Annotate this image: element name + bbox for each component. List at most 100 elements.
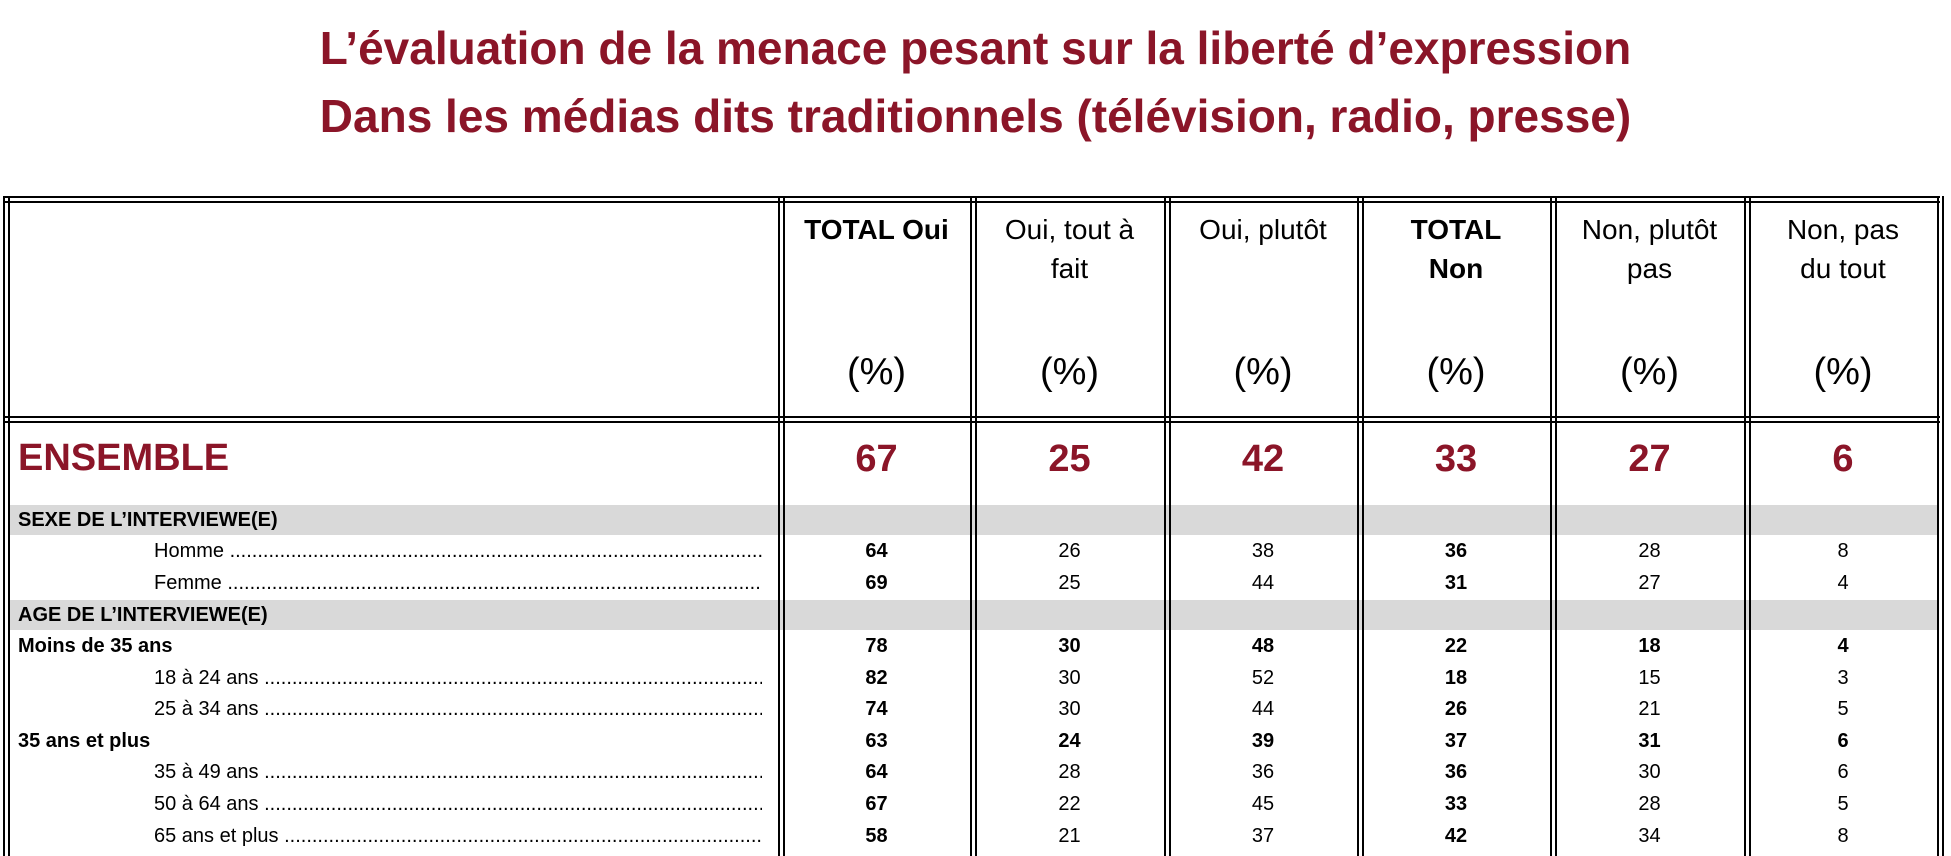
table-cell: 27 (1638, 571, 1661, 594)
page-title: L’évaluation de la menace pesant sur la … (319, 22, 1632, 74)
ensemble-value: 6 (1832, 438, 1854, 480)
table-cell: 36 (1444, 540, 1468, 562)
table-cell: 5 (1837, 793, 1849, 815)
row-label: Moins de 35 ans (18, 635, 173, 657)
row-label: 35 ans et plus (18, 729, 151, 752)
table-cell: 67 (865, 793, 888, 815)
table-cell: 4 (1837, 571, 1849, 594)
table-cell: 82 (865, 666, 888, 689)
table-cell: 8 (1837, 824, 1849, 847)
table-cell: 38 (1251, 540, 1275, 562)
table-cell: 36 (1251, 761, 1275, 784)
table-cell: 74 (865, 698, 888, 721)
column-unit: (%) (1619, 351, 1680, 393)
section-header: SEXE DE L’INTERVIEWE(E) (18, 509, 278, 531)
table-cell: 25 (1058, 571, 1081, 594)
table-cell: 31 (1638, 729, 1661, 752)
table-row: 65 ans et plus 58 21 37 42 34 8 (0, 821, 1951, 852)
table-cell: 22 (1058, 793, 1081, 815)
ensemble-value: 33 (1434, 438, 1478, 480)
table-column-rule (1744, 196, 1751, 856)
table-cell: 28 (1058, 761, 1081, 784)
table-cell: 28 (1638, 540, 1661, 562)
column-header: TOTAL Oui (804, 214, 949, 245)
section-band (9, 600, 1939, 630)
table-cell: 6 (1837, 729, 1849, 752)
table-cell: 64 (865, 540, 888, 562)
table-cell: 58 (865, 824, 888, 847)
table-cell: 26 (1058, 540, 1081, 562)
table-row: 35 ans et plus 63 24 39 37 31 6 (0, 726, 1951, 757)
table-column-rule (1937, 196, 1944, 856)
table-cell: 45 (1251, 793, 1275, 815)
table-cell: 48 (1251, 635, 1275, 657)
table-row: 50 à 64 ans 67 22 45 33 28 5 (0, 789, 1951, 820)
table-cell: 63 (865, 729, 888, 752)
column-unit: (%) (846, 351, 907, 393)
table-cell: 30 (1638, 761, 1661, 784)
table-cell: 34 (1638, 824, 1661, 847)
table-cell: 18 (1444, 666, 1468, 689)
ensemble-label: ENSEMBLE (18, 437, 230, 479)
column-unit: (%) (1813, 351, 1873, 393)
ensemble-value: 27 (1628, 438, 1671, 480)
column-unit: (%) (1039, 351, 1100, 393)
table-column-rule (1550, 196, 1557, 856)
table-cell: 22 (1444, 635, 1468, 657)
table-cell: 5 (1837, 698, 1849, 721)
table-cell: 69 (865, 571, 888, 594)
section-header: AGE DE L’INTERVIEWE(E) (18, 604, 268, 626)
table-row: Homme 64 26 38 36 28 8 (0, 536, 1951, 567)
column-header: Oui, tout à fait (1004, 214, 1135, 284)
table-cell: 8 (1837, 540, 1849, 562)
row-label: Femme (154, 568, 762, 599)
table-cell: 39 (1251, 729, 1275, 752)
column-unit: (%) (1426, 351, 1486, 393)
table-column-rule (970, 196, 977, 856)
table-column-rule (778, 196, 785, 856)
table-cell: 24 (1058, 729, 1081, 752)
table-cell: 3 (1837, 666, 1849, 689)
table-row: 25 à 34 ans 74 30 44 26 21 5 (0, 694, 1951, 725)
table-cell: 64 (865, 761, 888, 784)
table-cell: 52 (1251, 666, 1275, 689)
column-unit: (%) (1233, 351, 1293, 393)
table-column-rule (1357, 196, 1364, 856)
ensemble-value: 25 (1048, 438, 1091, 480)
row-label: Homme (154, 536, 762, 567)
column-header: Non, plutôt pas (1581, 214, 1718, 284)
table-cell: 44 (1251, 571, 1275, 594)
table-cell: 30 (1058, 698, 1081, 721)
table-cell: 44 (1251, 698, 1275, 721)
table-cell: 30 (1058, 635, 1081, 657)
column-header: Oui, plutôt (1199, 214, 1327, 245)
table-cell: 28 (1638, 793, 1661, 815)
row-label: 35 à 49 ans (154, 757, 762, 788)
table-cell: 15 (1638, 666, 1661, 689)
table-cell: 21 (1638, 698, 1661, 721)
table-cell: 31 (1444, 571, 1468, 594)
table-column-rule (1164, 196, 1171, 856)
table-cell: 26 (1444, 698, 1468, 721)
section-band (9, 505, 1939, 535)
table-row: 35 à 49 ans 64 28 36 36 30 6 (0, 757, 1951, 788)
table-cell: 6 (1837, 761, 1849, 784)
table-cell: 30 (1058, 666, 1081, 689)
row-label: 50 à 64 ans (154, 789, 762, 820)
table-cell: 78 (865, 635, 888, 657)
table-cell: 36 (1444, 761, 1468, 784)
row-label: 25 à 34 ans (154, 694, 762, 725)
ensemble-value: 67 (855, 438, 898, 480)
table-column-rule (3, 196, 10, 856)
table-row: 18 à 24 ans 82 30 52 18 15 3 (0, 663, 1951, 694)
table-cell: 37 (1251, 824, 1275, 847)
row-label: 18 à 24 ans (154, 663, 762, 694)
ensemble-value: 42 (1241, 438, 1285, 480)
column-header: Non, pas du tout (1786, 214, 1900, 284)
table-cell: 21 (1058, 824, 1081, 847)
table-cell: 37 (1444, 729, 1468, 752)
table-cell: 42 (1444, 824, 1468, 847)
row-label: 65 ans et plus (154, 821, 762, 852)
page-subtitle: Dans les médias dits traditionnels (télé… (319, 90, 1632, 142)
table-cell: 4 (1837, 635, 1849, 657)
